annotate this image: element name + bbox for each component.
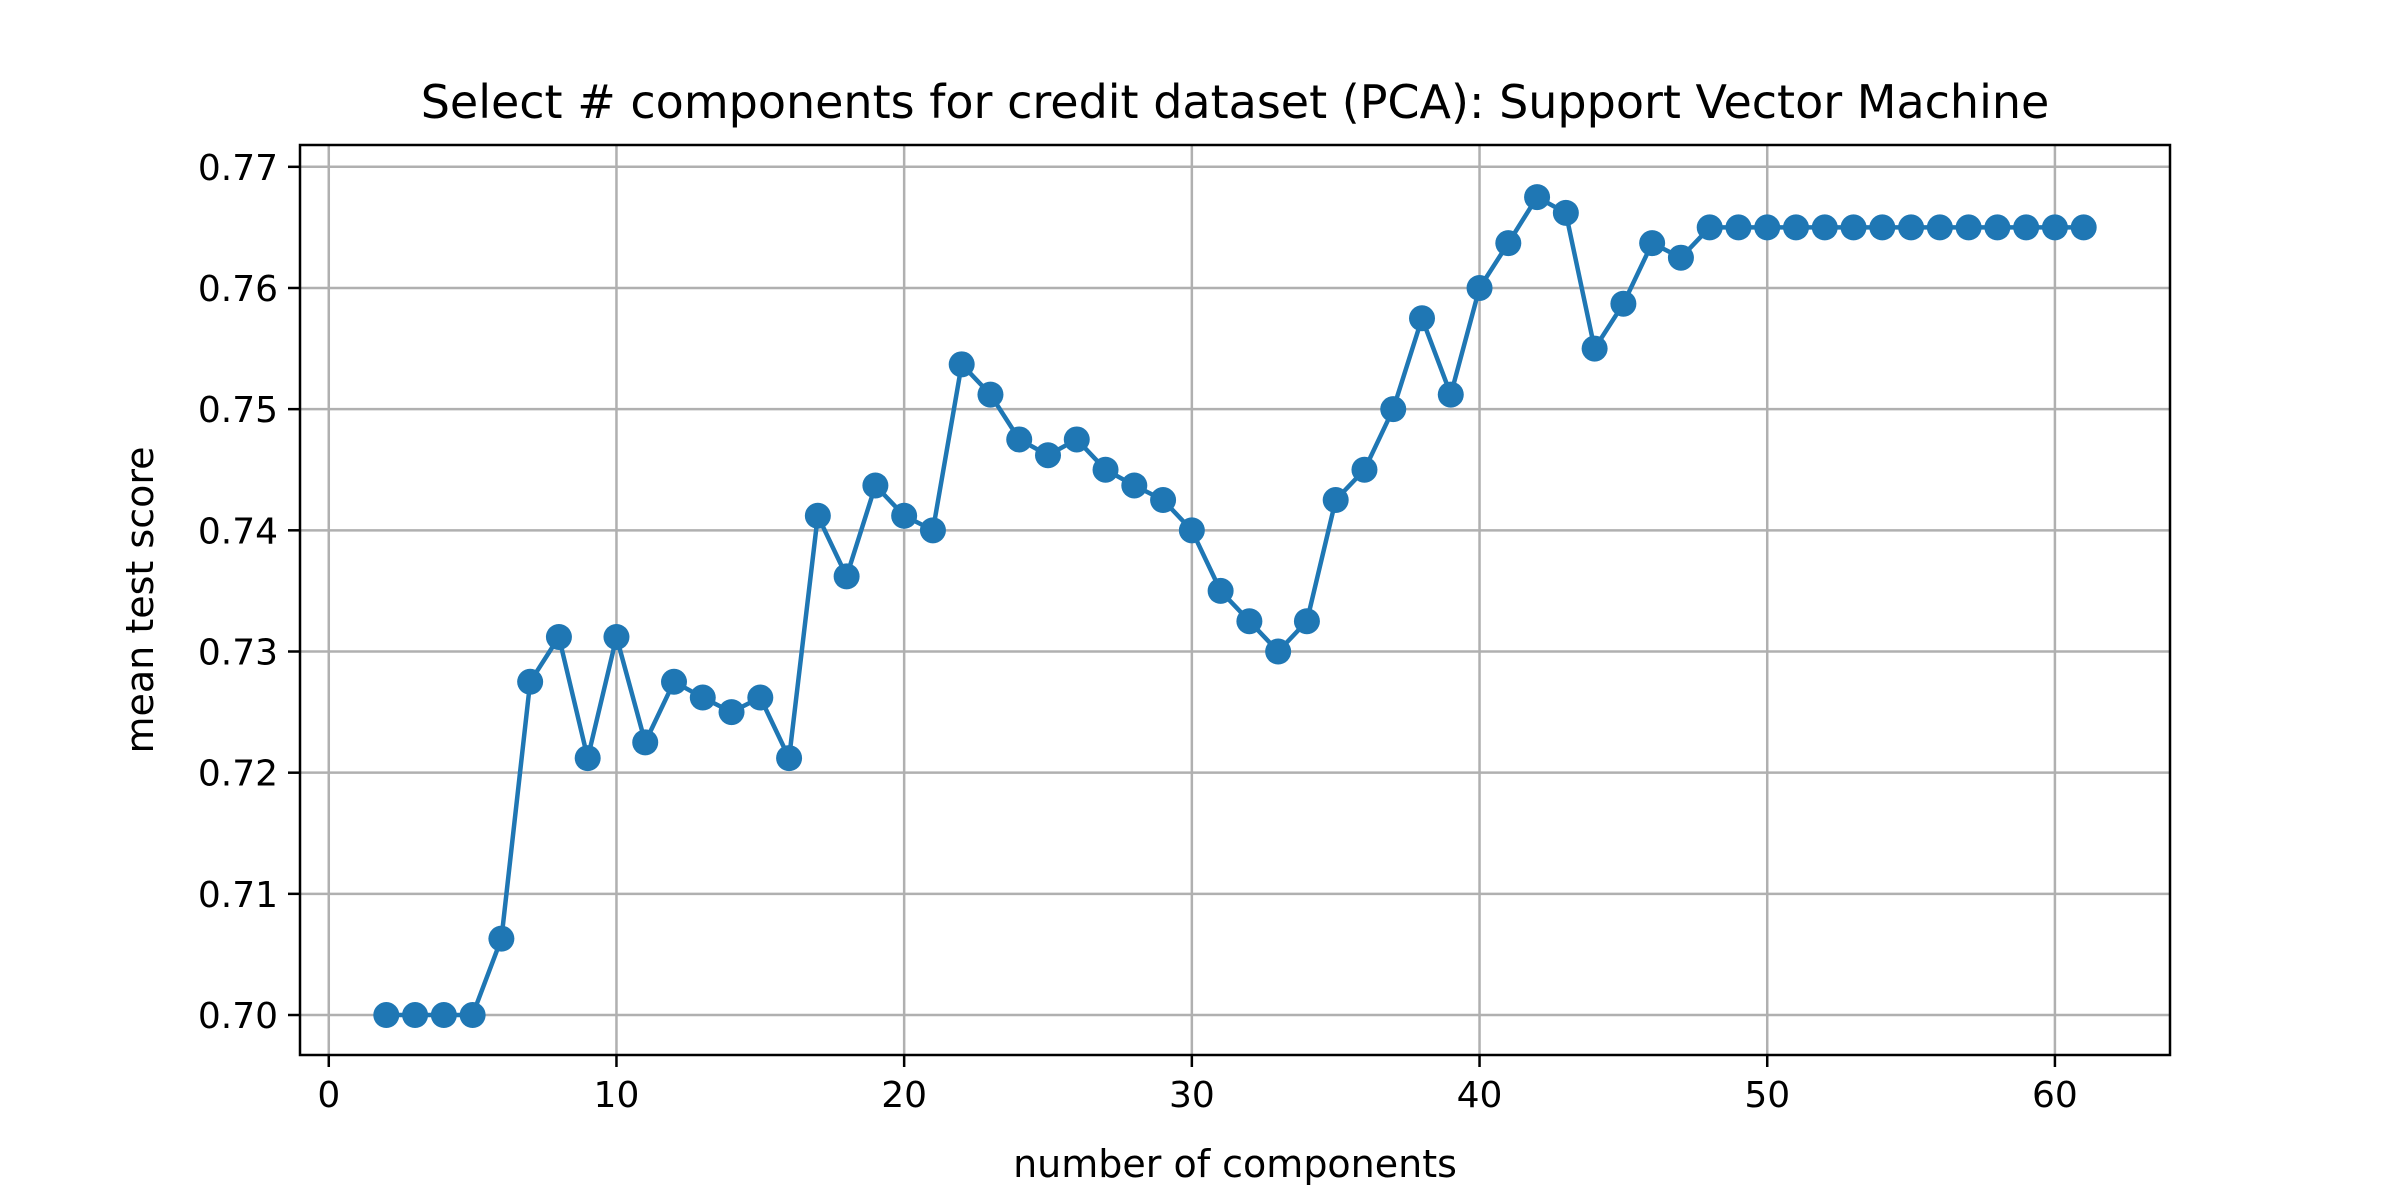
data-point (1926, 214, 1953, 241)
data-point (1552, 199, 1579, 226)
data-point (1380, 396, 1407, 423)
data-point (833, 563, 860, 590)
data-point (1150, 487, 1177, 514)
data-point (1063, 426, 1090, 453)
y-tick-label: 0.76 (198, 269, 278, 310)
x-tick-label: 30 (1169, 1075, 1215, 1116)
data-point (1754, 214, 1781, 241)
x-axis-ticks: 0 10 20 30 40 50 60 (317, 1055, 2078, 1116)
data-point (459, 1002, 486, 1029)
data-point (1351, 456, 1378, 483)
data-point (1035, 442, 1061, 469)
y-axis-ticks: 0.70 0.71 0.72 0.73 0.74 0.75 0.76 0.77 (198, 148, 300, 1037)
y-axis-label: mean test score (118, 446, 162, 753)
data-point (1955, 214, 1982, 241)
data-point (1783, 214, 1809, 241)
data-point (747, 684, 774, 711)
y-tick-label: 0.73 (198, 632, 278, 673)
data-point (862, 472, 889, 499)
data-point (891, 502, 918, 529)
data-point (1092, 456, 1119, 483)
data-point (1639, 230, 1666, 257)
data-point (1667, 244, 1694, 271)
data-point (1898, 214, 1925, 241)
data-point (2041, 214, 2068, 241)
data-point (1984, 214, 2011, 241)
data-point (1293, 608, 1320, 635)
data-point (373, 1002, 400, 1029)
data-point (402, 1002, 429, 1029)
data-point (1581, 335, 1608, 362)
data-point (919, 517, 946, 544)
data-point (1840, 214, 1867, 241)
x-axis-label: number of components (1013, 1142, 1457, 1186)
data-point (718, 699, 745, 726)
x-tick-label: 50 (1744, 1075, 1790, 1116)
data-point (1322, 487, 1349, 514)
data-point (632, 729, 659, 756)
data-point (1265, 638, 1292, 665)
data-point (689, 684, 716, 711)
data-point (1178, 517, 1205, 544)
data-point (1466, 274, 1493, 301)
data-series (373, 184, 2097, 1029)
data-point (488, 925, 515, 952)
data-point (1696, 214, 1723, 241)
x-tick-label: 40 (1457, 1075, 1503, 1116)
data-point (977, 381, 1004, 408)
data-point (1610, 290, 1637, 317)
data-point (2070, 214, 2097, 241)
data-point (661, 668, 687, 695)
x-tick-label: 0 (317, 1075, 340, 1116)
data-point (574, 745, 601, 772)
plot-frame (298, 143, 2172, 1057)
data-point (1811, 214, 1838, 241)
data-point (1869, 214, 1896, 241)
y-tick-label: 0.74 (198, 511, 278, 552)
x-tick-label: 60 (2032, 1075, 2078, 1116)
data-point (776, 745, 803, 772)
data-point (804, 502, 831, 529)
data-point (517, 668, 544, 695)
data-point (1725, 214, 1752, 241)
x-tick-label: 10 (594, 1075, 640, 1116)
data-point (1495, 230, 1522, 257)
data-point (1207, 577, 1234, 604)
data-point (545, 623, 572, 650)
y-tick-label: 0.75 (198, 390, 278, 431)
data-point (430, 1002, 457, 1029)
chart-title: Select # components for credit dataset (… (421, 75, 2050, 129)
data-point (1437, 381, 1464, 408)
data-point (603, 623, 630, 650)
x-tick-label: 20 (881, 1075, 927, 1116)
data-point (1524, 184, 1551, 211)
data-point (1236, 608, 1263, 635)
data-point (1121, 472, 1148, 499)
data-point (1409, 305, 1435, 332)
y-tick-label: 0.72 (198, 754, 278, 795)
y-tick-label: 0.77 (198, 148, 278, 189)
data-point (1006, 426, 1033, 453)
data-point (948, 351, 975, 378)
y-tick-label: 0.71 (198, 875, 278, 916)
data-point (2013, 214, 2040, 241)
y-tick-label: 0.70 (198, 996, 278, 1037)
